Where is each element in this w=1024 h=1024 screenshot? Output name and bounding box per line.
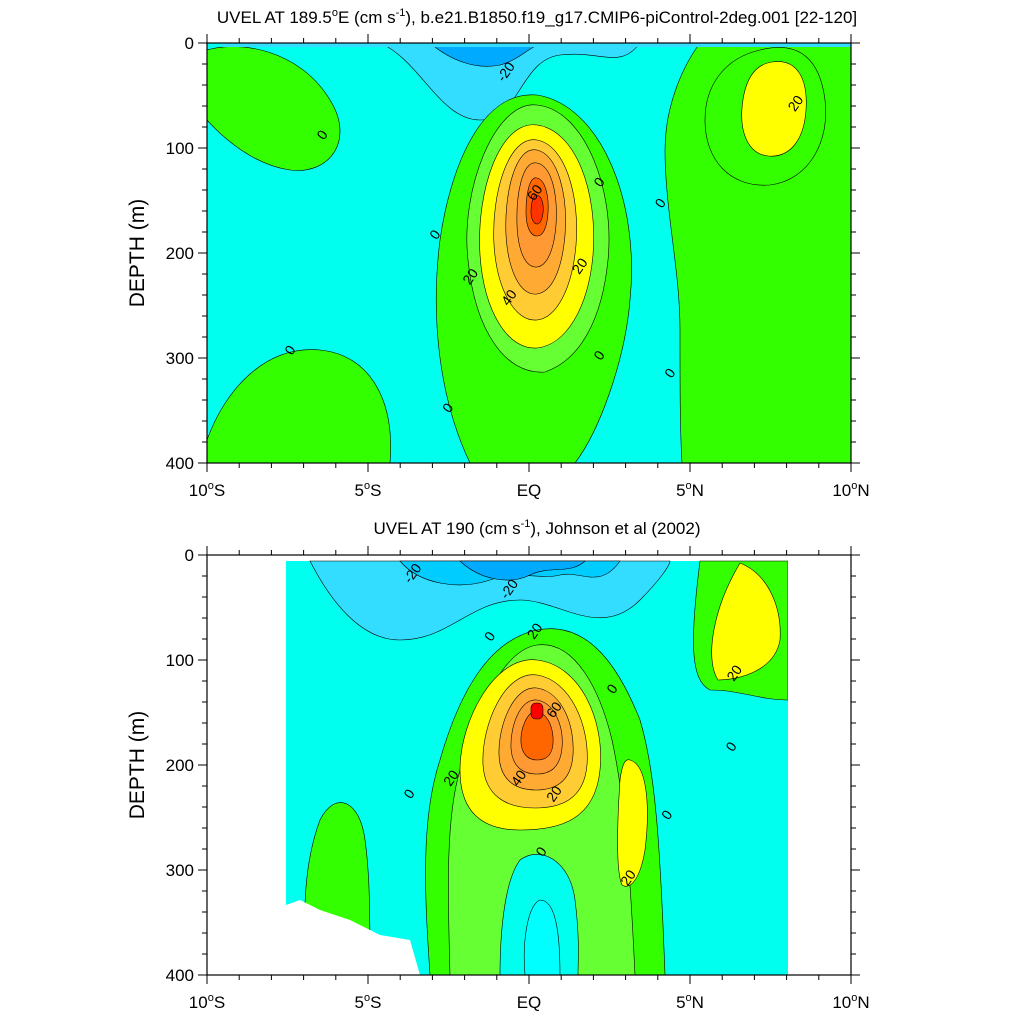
x-tick-label: EQ [517, 993, 542, 1012]
chart-panel-bottom: UVEL AT 190 (cm s-1), Johnson et al (200… [126, 518, 870, 1012]
contour-field-top [207, 43, 851, 463]
x-tick-label: 10oS [189, 992, 225, 1012]
contour-fill-minus30 [459, 560, 586, 581]
contour-fill-minus10 [379, 43, 641, 121]
contour-fill-minus10 [309, 560, 671, 641]
chart-title-bottom: UVEL AT 190 (cm s-1), Johnson et al (200… [374, 518, 701, 538]
y-axis-label-top: DEPTH (m) [126, 199, 149, 308]
y-tick-label: 400 [166, 966, 194, 985]
y-tick-label: 0 [185, 34, 194, 53]
y-tick-label: 100 [166, 651, 194, 670]
contour-field-bottom [207, 555, 851, 975]
y-tick-label: 200 [166, 244, 194, 263]
x-tick-label: 10oN [832, 992, 869, 1012]
x-tick-label: 5oS [355, 992, 382, 1012]
x-tick-label: 5oN [676, 480, 704, 500]
y-tick-label: 100 [166, 139, 194, 158]
x-tick-label: 5oS [355, 480, 382, 500]
y-axis-label-bottom: DEPTH (m) [126, 711, 149, 820]
chart-title-top: UVEL AT 189.5oE (cm s-1), b.e21.B1850.f1… [217, 7, 857, 27]
contour-fill-minus10 [523, 899, 561, 975]
surface-strip [222, 43, 851, 47]
x-tick-label: 10oN [832, 480, 869, 500]
no-data-deep [286, 900, 420, 975]
y-tick-label: 200 [166, 756, 194, 775]
contour-fill-20 [741, 61, 807, 157]
x-tick-label: 5oN [676, 992, 704, 1012]
no-data-east [788, 555, 851, 975]
contour-fill-0 [207, 349, 391, 463]
contour-fill-0 [207, 46, 341, 171]
x-tick-label: 10oS [189, 480, 225, 500]
y-tick-label: 300 [166, 861, 194, 880]
contour-fill-20 [617, 759, 648, 887]
contour-fill-60 [520, 711, 554, 761]
chart-panel-top: UVEL AT 189.5oE (cm s-1), b.e21.B1850.f1… [126, 7, 870, 500]
y-tick-label: 0 [185, 546, 194, 565]
y-tick-label: 400 [166, 454, 194, 473]
contour-fill-20 [711, 562, 781, 681]
axes-bottom: 10oS 5oS EQ 5oN 10oN 0 100 200 300 400 [166, 546, 870, 1012]
x-tick-label: EQ [517, 481, 542, 500]
axes-top: 10oS 5oS EQ 5oN 10oN 0 100 200 300 400 [166, 34, 870, 500]
y-tick-label: 300 [166, 349, 194, 368]
contour-fill-70 [530, 702, 544, 720]
contour-fill-70 [530, 194, 544, 225]
no-data-west [207, 555, 286, 975]
